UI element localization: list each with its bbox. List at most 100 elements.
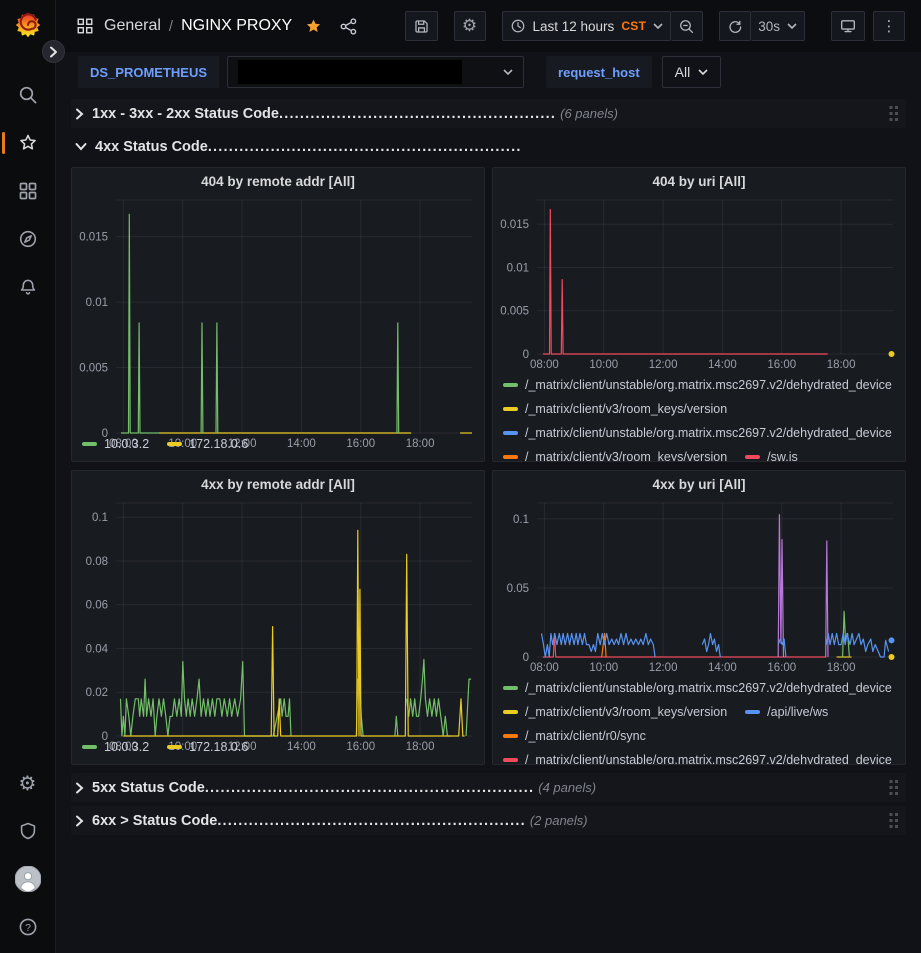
- clock-icon: [510, 18, 526, 34]
- legend-item[interactable]: /_matrix/client/unstable/org.matrix.msc2…: [503, 375, 892, 395]
- svg-text:18:00: 18:00: [827, 359, 856, 371]
- row-panel-count: (4 panels): [538, 779, 597, 795]
- sidebar-item-starred[interactable]: [0, 119, 56, 167]
- timeseries-chart[interactable]: 08:00 10:00 12:00 14:00 16:00 18:00 0 0.02 0.04 0…: [72, 497, 484, 753]
- row-drag-handle[interactable]: [888, 811, 900, 831]
- chart-canvas[interactable]: 08:00 10:00 12:00 14:00 16:00 18:00 0 0.005 0.01…: [72, 194, 484, 452]
- share-icon[interactable]: [339, 17, 358, 36]
- sidebar-item-dashboards[interactable]: [0, 167, 56, 215]
- chart-canvas[interactable]: 08:00 10:00 12:00 14:00 16:00 18:00 0 0.02 0.04 0…: [72, 497, 484, 755]
- legend-item[interactable]: 172.18.0.6: [167, 737, 248, 757]
- sidebar-item-help[interactable]: ?: [0, 903, 56, 951]
- row-leader-dots: ........................................…: [217, 812, 526, 829]
- svg-text:12:00: 12:00: [649, 662, 678, 674]
- legend-item[interactable]: /_matrix/client/v3/room_keys/version: [503, 702, 727, 722]
- chevron-right-icon: [75, 815, 84, 827]
- row-5xx-status-code[interactable]: 5xx Status Code ........................…: [71, 773, 906, 802]
- legend-item[interactable]: /_matrix/client/unstable/org.matrix.msc2…: [503, 423, 892, 443]
- gear-icon: ⚙: [18, 771, 37, 795]
- svg-text:0.04: 0.04: [86, 643, 109, 655]
- svg-text:16:00: 16:00: [346, 741, 375, 753]
- breadcrumb-dashboard-title[interactable]: NGINX PROXY: [181, 17, 293, 34]
- timeseries-chart[interactable]: 08:00 10:00 12:00 14:00 16:00 18:00 0 0.005 0.01…: [493, 194, 905, 373]
- toolbar: ⚙ Last 12 hours CST: [404, 11, 905, 41]
- legend-item[interactable]: 10.0.3.2: [82, 737, 149, 757]
- svg-text:08:00: 08:00: [109, 438, 138, 450]
- svg-text:10:00: 10:00: [589, 662, 618, 674]
- variable-value-dropdown[interactable]: [227, 56, 525, 88]
- sidebar-item-explore[interactable]: [0, 215, 56, 263]
- legend-item[interactable]: 172.18.0.6: [167, 434, 248, 454]
- legend-series-swatch: [745, 455, 761, 459]
- chevron-down-icon: [75, 142, 87, 151]
- breadcrumb-section[interactable]: General: [104, 17, 161, 34]
- tv-mode-button[interactable]: [831, 11, 865, 41]
- sidebar-item-profile[interactable]: [0, 855, 56, 903]
- row-6xx-status-code[interactable]: 6xx > Status Code ......................…: [71, 806, 906, 835]
- monitor-icon: [839, 17, 857, 35]
- main-area: General / NGINX PROXY: [56, 0, 921, 953]
- svg-text:0.06: 0.06: [86, 600, 108, 612]
- variable-request-host-dropdown[interactable]: All: [661, 56, 722, 88]
- legend-item[interactable]: /_matrix/client/unstable/org.matrix.msc2…: [503, 750, 892, 764]
- svg-text:10:00: 10:00: [589, 359, 618, 371]
- legend-item[interactable]: /sw.js: [745, 447, 798, 461]
- legend-series-label: 10.0.3.2: [104, 437, 150, 451]
- svg-text:0.015: 0.015: [79, 232, 108, 244]
- row-4xx-status-code[interactable]: 4xx Status Code ........................…: [71, 132, 906, 161]
- row-1xx-3xx-2xx-status-code[interactable]: 1xx - 3xx - 2xx Status Code ............…: [71, 99, 906, 128]
- variable-label-ds-prometheus: DS_PROMETHEUS: [78, 56, 220, 88]
- kebab-menu-button[interactable]: ⋮: [873, 11, 905, 41]
- legend-item[interactable]: 10.0.3.2: [82, 434, 149, 454]
- svg-text:12:00: 12:00: [649, 359, 678, 371]
- save-dashboard-button[interactable]: [404, 11, 438, 41]
- sidebar-item-alerting[interactable]: [0, 263, 56, 311]
- panel-4xx-by-remote-addr: 4xx by remote addr [All] 08:00 10:00 12:00…: [71, 470, 485, 765]
- dashboard-settings-button[interactable]: ⚙: [453, 11, 486, 41]
- zoom-out-time-button[interactable]: [671, 11, 704, 41]
- legend-item[interactable]: /_matrix/client/v3/room_keys/version: [503, 399, 727, 419]
- panel-title[interactable]: 4xx by remote addr [All]: [201, 476, 355, 492]
- sidebar-expand-button[interactable]: [42, 40, 65, 63]
- favorite-star-icon[interactable]: [304, 17, 323, 36]
- chart-canvas[interactable]: 08:00 10:00 12:00 14:00 16:00 18:00 0 0.005 0.01…: [493, 194, 905, 373]
- grafana-logo-icon[interactable]: [12, 9, 44, 41]
- legend-series-label: 172.18.0.6: [189, 437, 249, 451]
- refresh-interval-picker[interactable]: 30s: [751, 11, 805, 41]
- legend-series-label: /_matrix/client/r0/sync: [525, 729, 646, 743]
- legend-series-swatch: [82, 442, 97, 446]
- refresh-interval-label: 30s: [758, 18, 780, 34]
- legend-series-swatch: [82, 745, 97, 749]
- kebab-icon: ⋮: [881, 17, 897, 35]
- panel-title[interactable]: 404 by remote addr [All]: [201, 173, 355, 189]
- svg-text:14:00: 14:00: [708, 359, 737, 371]
- legend-series-label: /_matrix/client/v3/room_keys/version: [525, 402, 728, 416]
- svg-text:08:00: 08:00: [530, 662, 559, 674]
- legend-series-swatch: [503, 431, 518, 435]
- svg-text:18:00: 18:00: [406, 741, 435, 753]
- svg-text:0: 0: [523, 652, 529, 664]
- legend-series-label: 172.18.0.6: [189, 740, 249, 754]
- legend-item[interactable]: /_matrix/client/unstable/org.matrix.msc2…: [503, 678, 892, 698]
- star-icon: [17, 132, 39, 154]
- refresh-icon: [727, 18, 743, 34]
- legend-series-swatch: [503, 455, 518, 459]
- svg-text:0.02: 0.02: [86, 687, 108, 699]
- time-range-picker[interactable]: Last 12 hours CST: [501, 11, 672, 41]
- legend-item[interactable]: /api/live/ws: [745, 702, 828, 722]
- panel-title[interactable]: 4xx by uri [All]: [652, 476, 746, 492]
- timeseries-chart[interactable]: 08:00 10:00 12:00 14:00 16:00 18:00 0 0.005 0.01…: [72, 194, 484, 450]
- row-drag-handle[interactable]: [888, 104, 900, 124]
- dashboard-header: General / NGINX PROXY: [56, 0, 921, 52]
- sidebar-item-server-admin[interactable]: [0, 807, 56, 855]
- svg-text:16:00: 16:00: [767, 662, 796, 674]
- sidebar-item-search[interactable]: [0, 71, 56, 119]
- timeseries-chart[interactable]: 08:00 10:00 12:00 14:00 16:00 18:00 0 0.05 0.1: [493, 497, 905, 676]
- sidebar-item-configuration[interactable]: ⚙: [0, 759, 56, 807]
- legend-item[interactable]: /_matrix/client/v3/room_keys/version: [503, 447, 727, 461]
- legend-item[interactable]: /_matrix/client/r0/sync: [503, 726, 646, 746]
- panel-title[interactable]: 404 by uri [All]: [652, 173, 746, 189]
- chart-canvas[interactable]: 08:00 10:00 12:00 14:00 16:00 18:00 0 0.05 0.1: [493, 497, 905, 676]
- refresh-button[interactable]: [719, 11, 752, 41]
- row-drag-handle[interactable]: [888, 778, 900, 798]
